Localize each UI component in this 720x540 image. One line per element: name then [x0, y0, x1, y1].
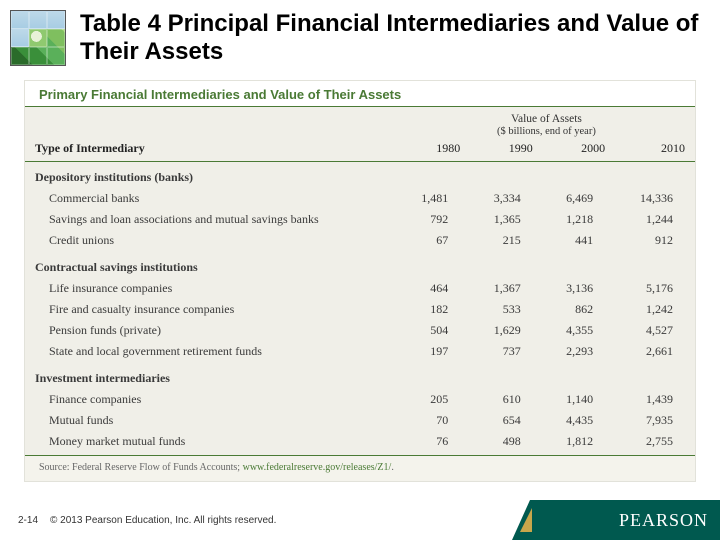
cell-value: 70 [398, 410, 470, 431]
row-label: Pension funds (private) [25, 320, 398, 341]
page-number: 2-14 [0, 515, 50, 540]
cell-value: 2,293 [543, 341, 615, 363]
pearson-logo: PEARSON [530, 500, 720, 540]
cell-value: 912 [615, 230, 695, 252]
table-row: Savings and loan associations and mutual… [25, 209, 695, 230]
cell-value: 215 [470, 230, 542, 252]
col-1980: 1980 [398, 137, 470, 162]
cell-value: 1,140 [543, 389, 615, 410]
cell-value: 1,365 [470, 209, 542, 230]
table-title: Primary Financial Intermediaries and Val… [25, 81, 695, 107]
cell-value: 862 [543, 299, 615, 320]
section-header: Investment intermediaries [25, 363, 695, 389]
table-row: Life insurance companies4641,3673,1365,1… [25, 278, 695, 299]
cell-value: 182 [398, 299, 470, 320]
table-row: Mutual funds706544,4357,935 [25, 410, 695, 431]
rubiks-globe-icon [10, 10, 66, 66]
cell-value: 610 [470, 389, 542, 410]
cell-value: 1,439 [615, 389, 695, 410]
row-label: Fire and casualty insurance companies [25, 299, 398, 320]
table-row: Pension funds (private)5041,6294,3554,52… [25, 320, 695, 341]
cell-value: 737 [470, 341, 542, 363]
table-row: Finance companies2056101,1401,439 [25, 389, 695, 410]
cell-value: 1,629 [470, 320, 542, 341]
row-label: Finance companies [25, 389, 398, 410]
table-row: Commercial banks1,4813,3346,46914,336 [25, 188, 695, 209]
col-2000: 2000 [543, 137, 615, 162]
cell-value: 4,527 [615, 320, 695, 341]
row-header-label: Type of Intermediary [25, 137, 398, 162]
cell-value: 1,218 [543, 209, 615, 230]
cell-value: 205 [398, 389, 470, 410]
slide-footer: 2-14 © 2013 Pearson Education, Inc. All … [0, 500, 720, 540]
cell-value: 1,812 [543, 431, 615, 456]
copyright-text: © 2013 Pearson Education, Inc. All right… [50, 515, 530, 540]
value-group-header: Value of Assets ($ billions, end of year… [398, 107, 695, 137]
cell-value: 504 [398, 320, 470, 341]
row-label: State and local government retirement fu… [25, 341, 398, 363]
cell-value: 498 [470, 431, 542, 456]
table-row: Fire and casualty insurance companies182… [25, 299, 695, 320]
col-2010: 2010 [615, 137, 695, 162]
pearson-wordmark: PEARSON [619, 510, 708, 531]
cell-value: 76 [398, 431, 470, 456]
row-label: Mutual funds [25, 410, 398, 431]
cell-value: 464 [398, 278, 470, 299]
cell-value: 1,367 [470, 278, 542, 299]
col-1990: 1990 [470, 137, 542, 162]
cell-value: 792 [398, 209, 470, 230]
cell-value: 441 [543, 230, 615, 252]
row-label: Commercial banks [25, 188, 398, 209]
section-header: Contractual savings institutions [25, 252, 695, 278]
intermediaries-table: Value of Assets ($ billions, end of year… [25, 107, 695, 456]
table-row: State and local government retirement fu… [25, 341, 695, 363]
cell-value: 654 [470, 410, 542, 431]
cell-value: 1,244 [615, 209, 695, 230]
slide-header: Table 4 Principal Financial Intermediari… [0, 0, 720, 74]
table-source: Source: Federal Reserve Flow of Funds Ac… [25, 456, 695, 481]
section-header: Depository institutions (banks) [25, 162, 695, 189]
row-label: Money market mutual funds [25, 431, 398, 456]
cell-value: 2,661 [615, 341, 695, 363]
cell-value: 533 [470, 299, 542, 320]
cell-value: 3,334 [470, 188, 542, 209]
row-label: Life insurance companies [25, 278, 398, 299]
cell-value: 4,355 [543, 320, 615, 341]
row-label: Savings and loan associations and mutual… [25, 209, 398, 230]
table-row: Money market mutual funds764981,8122,755 [25, 431, 695, 456]
cell-value: 5,176 [615, 278, 695, 299]
cell-value: 1,242 [615, 299, 695, 320]
slide-title: Table 4 Principal Financial Intermediari… [80, 10, 700, 65]
table-row: Credit unions67215441912 [25, 230, 695, 252]
cell-value: 14,336 [615, 188, 695, 209]
cell-value: 7,935 [615, 410, 695, 431]
cell-value: 2,755 [615, 431, 695, 456]
cell-value: 4,435 [543, 410, 615, 431]
cell-value: 6,469 [543, 188, 615, 209]
cell-value: 3,136 [543, 278, 615, 299]
row-label: Credit unions [25, 230, 398, 252]
cell-value: 197 [398, 341, 470, 363]
cell-value: 1,481 [398, 188, 470, 209]
table-container: Primary Financial Intermediaries and Val… [24, 80, 696, 482]
cell-value: 67 [398, 230, 470, 252]
source-link[interactable]: www.federalreserve.gov/releases/Z1/ [243, 462, 392, 473]
